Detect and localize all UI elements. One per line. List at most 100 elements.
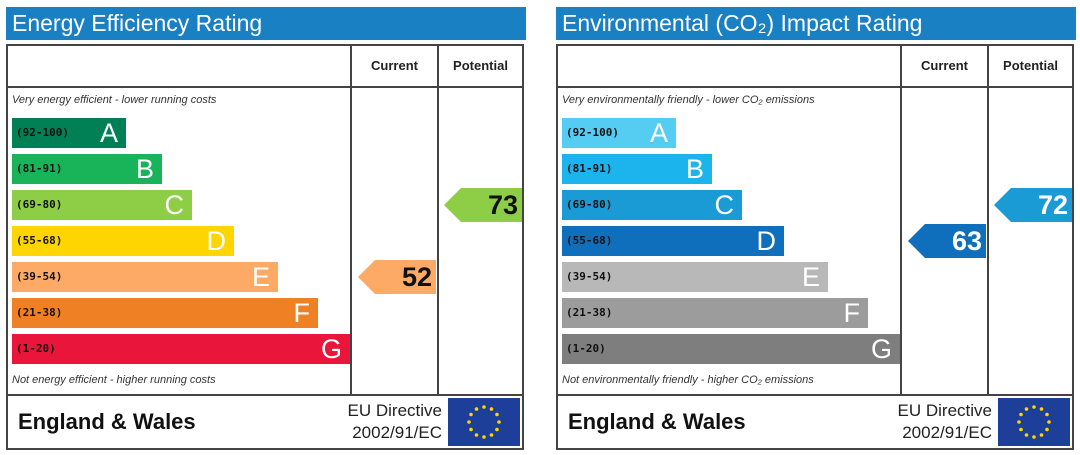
band-b: (81-91) B bbox=[12, 154, 162, 184]
arrow-shape bbox=[994, 188, 1072, 222]
eu-star-icon bbox=[1032, 405, 1036, 409]
eu-star-icon bbox=[1039, 433, 1044, 437]
eu-star-icon bbox=[1047, 420, 1051, 424]
band-letter: F bbox=[293, 298, 311, 328]
band-range: (69-80) bbox=[566, 198, 613, 211]
bottom-note: Not environmentally friendly - higher CO… bbox=[562, 374, 814, 386]
band-letter: G bbox=[870, 334, 892, 364]
panel-title: Environmental (CO₂) Impact Rating bbox=[556, 7, 1076, 40]
environmental-impact-panel: Environmental (CO₂) Impact Rating Curren… bbox=[556, 7, 1076, 450]
band-letter: E bbox=[251, 262, 270, 292]
potential-rating-arrow: 72 bbox=[994, 188, 1072, 222]
eu-star-icon bbox=[1039, 407, 1044, 411]
eu-star-icon bbox=[1045, 427, 1049, 432]
divider bbox=[8, 86, 522, 88]
energy-efficiency-panel: Energy Efficiency Rating Current Potenti… bbox=[6, 7, 526, 450]
band-range: (55-68) bbox=[566, 234, 613, 247]
current-rating-arrow: 52 bbox=[358, 260, 436, 294]
footer: England & Wales EU Directive 2002/91/EC bbox=[558, 396, 1072, 448]
eu-star-icon bbox=[474, 407, 479, 411]
current-rating-arrow: 63 bbox=[908, 224, 986, 258]
current-rating-value: 63 bbox=[951, 226, 982, 256]
band-letter: D bbox=[206, 226, 227, 256]
current-rating-value: 52 bbox=[401, 262, 432, 292]
current-column-header: Current bbox=[921, 58, 968, 73]
eu-flag-icon bbox=[998, 398, 1070, 446]
eu-star-icon bbox=[495, 412, 499, 417]
potential-column-header: Potential bbox=[453, 58, 508, 73]
eu-star-icon bbox=[474, 433, 479, 437]
eu-directive: EU Directive 2002/91/EC bbox=[898, 400, 992, 444]
directive-line2: 2002/91/EC bbox=[352, 423, 442, 442]
arrow-fill bbox=[444, 188, 522, 222]
eu-star-icon bbox=[1024, 407, 1029, 411]
eu-star-icon bbox=[1017, 420, 1021, 424]
band-range: (1-20) bbox=[16, 342, 56, 355]
band-letter: A bbox=[99, 118, 118, 148]
top-note: Very energy efficient - lower running co… bbox=[12, 94, 217, 106]
potential-rating-value: 72 bbox=[1037, 190, 1068, 220]
arrow-shape bbox=[358, 260, 436, 294]
arrow-fill bbox=[994, 188, 1072, 222]
eu-star-icon bbox=[1019, 427, 1023, 432]
bottom-note: Not energy efficient - higher running co… bbox=[12, 374, 216, 386]
arrow-fill bbox=[908, 224, 986, 258]
eu-star-icon bbox=[497, 420, 501, 424]
arrow-shape bbox=[908, 224, 986, 258]
band-range: (1-20) bbox=[566, 342, 606, 355]
band-letter: D bbox=[756, 226, 777, 256]
current-column-header: Current bbox=[371, 58, 418, 73]
band-range: (81-91) bbox=[16, 162, 63, 175]
band-g: (1-20) G bbox=[562, 334, 900, 364]
arrow-shape bbox=[444, 188, 522, 222]
band-letter: B bbox=[685, 154, 704, 184]
band-range: (92-100) bbox=[16, 126, 69, 139]
band-letter: F bbox=[843, 298, 861, 328]
footer: England & Wales EU Directive 2002/91/EC bbox=[8, 396, 522, 448]
eu-star-icon bbox=[1024, 433, 1029, 437]
divider bbox=[987, 46, 989, 394]
band-c: (69-80) C bbox=[562, 190, 742, 220]
eu-star-icon bbox=[489, 407, 494, 411]
divider bbox=[8, 394, 522, 396]
potential-rating-value: 73 bbox=[487, 190, 518, 220]
divider bbox=[350, 46, 352, 394]
band-range: (39-54) bbox=[566, 270, 613, 283]
potential-rating-arrow: 73 bbox=[444, 188, 522, 222]
band-g: (1-20) G bbox=[12, 334, 350, 364]
eu-star-icon bbox=[482, 435, 486, 439]
band-e: (39-54) E bbox=[12, 262, 278, 292]
directive-line1: EU Directive bbox=[347, 401, 442, 420]
top-note: Very environmentally friendly - lower CO… bbox=[562, 94, 815, 106]
arrow-fill bbox=[358, 260, 436, 294]
rating-box: Current Potential Very environmentally f… bbox=[556, 44, 1074, 450]
band-range: (92-100) bbox=[566, 126, 619, 139]
eu-star-icon bbox=[469, 427, 473, 432]
band-letter: A bbox=[649, 118, 668, 148]
band-letter: E bbox=[801, 262, 820, 292]
eu-star-icon bbox=[482, 405, 486, 409]
band-letter: B bbox=[135, 154, 154, 184]
band-f: (21-38) F bbox=[12, 298, 318, 328]
band-d: (55-68) D bbox=[562, 226, 784, 256]
directive-line2: 2002/91/EC bbox=[902, 423, 992, 442]
band-b: (81-91) B bbox=[562, 154, 712, 184]
band-range: (21-38) bbox=[16, 306, 63, 319]
band-range: (55-68) bbox=[16, 234, 63, 247]
rating-box: Current Potential Very energy efficient … bbox=[6, 44, 524, 450]
band-range: (69-80) bbox=[16, 198, 63, 211]
eu-star-icon bbox=[467, 420, 471, 424]
band-a: (92-100) A bbox=[562, 118, 676, 148]
band-d: (55-68) D bbox=[12, 226, 234, 256]
band-letter: C bbox=[714, 190, 735, 220]
band-letter: G bbox=[320, 334, 342, 364]
eu-flag-icon bbox=[448, 398, 520, 446]
eu-star-icon bbox=[1019, 412, 1023, 417]
band-range: (21-38) bbox=[566, 306, 613, 319]
eu-star-icon bbox=[489, 433, 494, 437]
divider bbox=[900, 46, 902, 394]
divider bbox=[437, 46, 439, 394]
band-a: (92-100) A bbox=[12, 118, 126, 148]
directive-line1: EU Directive bbox=[897, 401, 992, 420]
band-range: (81-91) bbox=[566, 162, 613, 175]
